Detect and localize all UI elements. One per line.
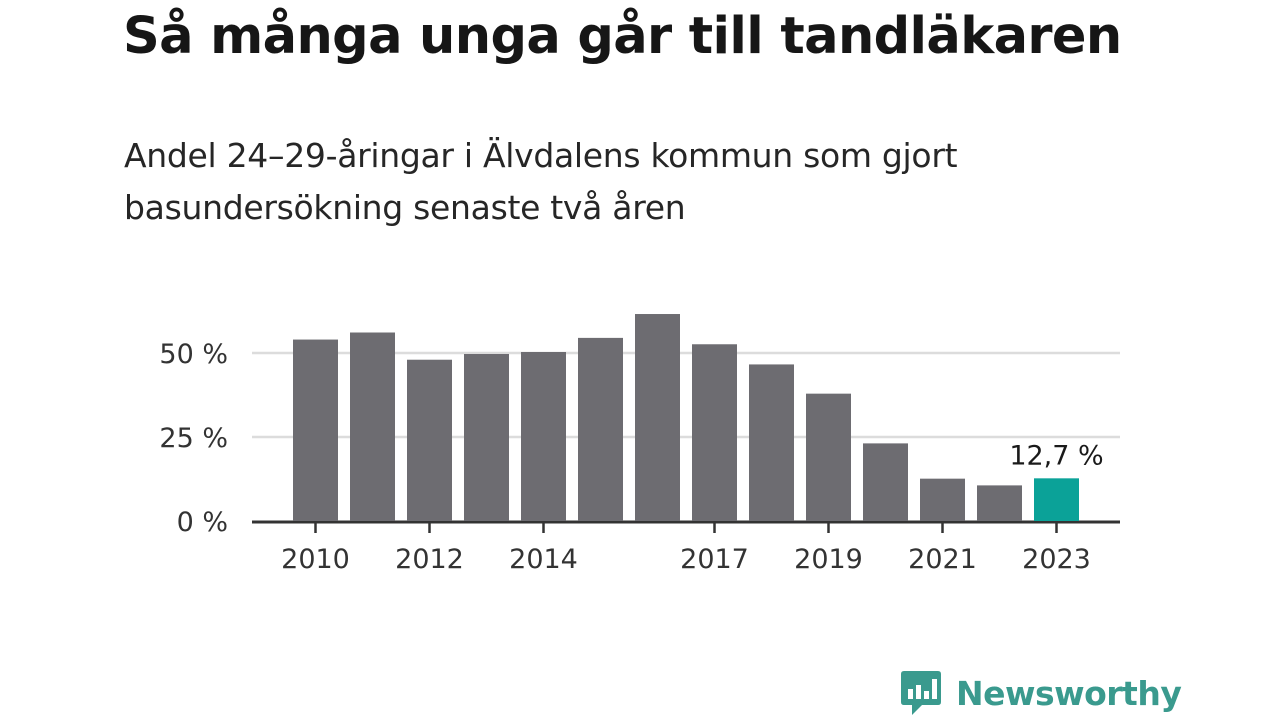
bar-2016 bbox=[635, 314, 680, 521]
x-tick-label: 2010 bbox=[281, 544, 350, 575]
x-tick-label: 2021 bbox=[908, 544, 977, 575]
x-tick-label: 2017 bbox=[680, 544, 749, 575]
bar-2012 bbox=[407, 359, 452, 521]
bar-2018 bbox=[749, 364, 794, 521]
y-tick-label: 25 % bbox=[159, 423, 228, 454]
bar-2021 bbox=[920, 478, 965, 521]
bar-chart-speech-bubble-icon bbox=[901, 671, 941, 715]
y-tick-label: 0 % bbox=[177, 507, 228, 538]
brand-logo: Newsworthy bbox=[900, 670, 1182, 716]
chart-subtitle: Andel 24–29-åringar i Älvdalens kommun s… bbox=[124, 136, 958, 227]
gridlines bbox=[252, 351, 1120, 524]
x-tick-label: 2014 bbox=[509, 544, 578, 575]
bar-2011 bbox=[350, 332, 395, 521]
y-tick-label: 50 % bbox=[159, 339, 228, 370]
bar-2019 bbox=[806, 393, 851, 521]
chart-title: Så många unga går till tandläkaren bbox=[123, 7, 1122, 66]
brand-name: Newsworthy bbox=[956, 673, 1182, 713]
bar-2020 bbox=[863, 443, 908, 521]
bar-2017 bbox=[692, 344, 737, 521]
bar-chart: 0 % 25 % 50 % 2010 2012 2014 2017 2019 2021 2023… bbox=[159, 314, 1120, 575]
x-tick-label: 2019 bbox=[794, 544, 863, 575]
bar-2010 bbox=[293, 339, 338, 521]
data-label-2023: 12,7 % bbox=[1009, 440, 1103, 471]
annotations: 12,7 % bbox=[1009, 440, 1103, 471]
x-tick-label: 2023 bbox=[1022, 544, 1091, 575]
x-tick-labels: 2010 2012 2014 2017 2019 2021 2023 bbox=[281, 523, 1091, 575]
x-tick-label: 2012 bbox=[395, 544, 464, 575]
bar-2015 bbox=[578, 337, 623, 521]
bar-2022 bbox=[977, 485, 1022, 521]
bar-2013 bbox=[464, 354, 509, 521]
bars bbox=[293, 314, 1079, 521]
bar-2014 bbox=[521, 351, 566, 521]
y-tick-labels: 0 % 25 % 50 % bbox=[159, 339, 228, 538]
bar-2023 bbox=[1034, 478, 1079, 521]
